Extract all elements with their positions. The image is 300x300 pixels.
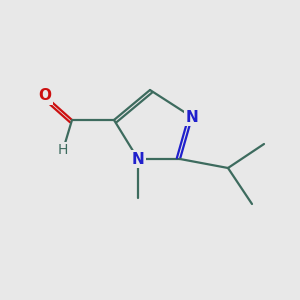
Text: H: H: [58, 143, 68, 157]
Text: N: N: [132, 152, 144, 166]
Text: O: O: [38, 88, 52, 104]
Text: N: N: [186, 110, 198, 124]
